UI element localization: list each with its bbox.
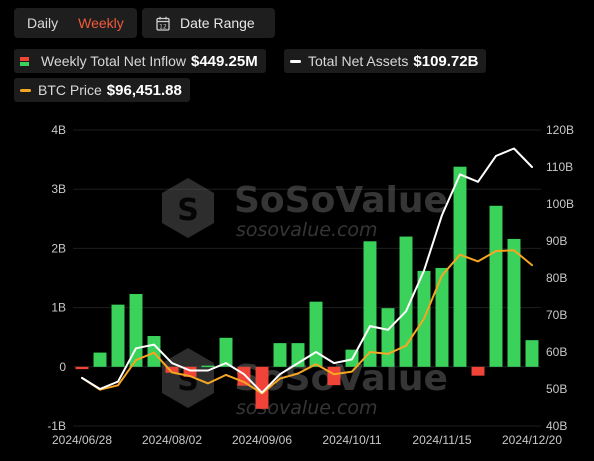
inflow-bar <box>381 308 395 367</box>
calendar-icon: 12 <box>156 16 170 31</box>
left-tick-label: 4B <box>51 123 66 137</box>
inflow-bar <box>183 366 197 377</box>
legend-assets-label: Total Net Assets <box>308 53 409 69</box>
period-toggle: Daily Weekly <box>14 8 137 38</box>
right-tick-label: 80B <box>546 271 567 285</box>
inflow-bar <box>219 337 233 367</box>
watermark-url-lower: sosovalue.com <box>236 397 378 419</box>
inflow-bar <box>489 205 503 367</box>
x-tick-label: 2024/12/20 <box>502 433 562 447</box>
right-tick-label: 60B <box>546 345 567 359</box>
legend-assets[interactable]: Total Net Assets $109.72B <box>284 49 487 73</box>
date-range-button[interactable]: 12 Date Range <box>142 8 275 38</box>
inflow-bar <box>471 366 485 376</box>
inflow-bar <box>363 241 377 367</box>
right-tick-label: 90B <box>546 234 567 248</box>
legend-price[interactable]: BTC Price $96,451.88 <box>14 78 190 102</box>
legend-price-label: BTC Price <box>38 82 102 98</box>
x-tick-label: 2024/11/15 <box>412 433 471 447</box>
left-tick-label: 3B <box>51 182 66 196</box>
watermark-logo-icon-lower: S <box>162 348 214 408</box>
right-tick-label: 120B <box>546 123 574 137</box>
left-axis-ticks: -1B 0 1B 2B 3B 4B <box>47 123 66 433</box>
inflow-bar <box>111 304 125 367</box>
x-tick-label: 2024/10/11 <box>322 433 381 447</box>
left-tick-label: 2B <box>51 241 66 255</box>
legend-inflow-value: $449.25M <box>191 52 258 70</box>
watermark-brand: SoSoValue <box>234 180 448 221</box>
inflow-bar <box>201 365 215 368</box>
assets-swatch <box>290 59 301 63</box>
inflow-bar <box>507 238 521 367</box>
left-tick-label: 0 <box>59 360 66 374</box>
inflow-bar <box>399 236 413 367</box>
inflow-swatch <box>20 56 29 66</box>
right-tick-label: 70B <box>546 308 567 322</box>
inflow-bar <box>327 366 341 386</box>
x-tick-label: 2024/09/06 <box>232 433 292 447</box>
inflow-bar <box>147 336 161 367</box>
x-axis-ticks: 2024/06/28 2024/08/02 2024/09/06 2024/10/11… <box>52 433 562 447</box>
svg-text:S: S <box>177 193 199 228</box>
watermark-url: sosovalue.com <box>236 219 378 241</box>
legend-assets-value: $109.72B <box>413 52 479 70</box>
svg-text:12: 12 <box>159 23 167 30</box>
right-tick-label: 50B <box>546 382 567 396</box>
legend-price-value: $96,451.88 <box>106 81 182 99</box>
watermark-upper: S SoSoValue sosovalue.com <box>162 178 448 241</box>
series-lines <box>81 147 533 395</box>
inflow-bar <box>165 366 179 373</box>
watermark-logo-icon: S <box>162 178 214 238</box>
inflow-bars <box>75 166 539 409</box>
total-net-assets-line <box>81 147 533 394</box>
period-weekly-button[interactable]: Weekly <box>78 15 124 31</box>
x-tick-label: 2024/08/02 <box>142 433 202 447</box>
inflow-bar <box>273 343 287 367</box>
left-tick-label: -1B <box>47 419 66 433</box>
inflow-bar <box>309 301 323 367</box>
inflow-bar <box>93 352 107 367</box>
legend-inflow[interactable]: Weekly Total Net Inflow $449.25M <box>14 49 266 73</box>
inflow-bar <box>75 366 89 370</box>
inflow-bar <box>453 166 467 367</box>
inflow-bar <box>435 267 449 367</box>
right-tick-label: 110B <box>546 160 573 174</box>
right-tick-label: 100B <box>546 197 574 211</box>
left-tick-label: 1B <box>51 301 66 315</box>
btc-price-line <box>81 249 533 395</box>
period-daily-button[interactable]: Daily <box>27 15 59 31</box>
right-tick-label: 40B <box>546 419 567 433</box>
price-swatch <box>20 88 31 92</box>
inflow-bar <box>255 366 269 409</box>
right-axis-ticks: 40B 50B 60B 70B 80B 90B 100B 110B 120B <box>546 123 574 433</box>
x-tick-label: 2024/06/28 <box>52 433 112 447</box>
legend-inflow-label: Weekly Total Net Inflow <box>41 53 186 69</box>
inflow-bar <box>525 340 539 367</box>
date-range-label: Date Range <box>180 15 255 31</box>
